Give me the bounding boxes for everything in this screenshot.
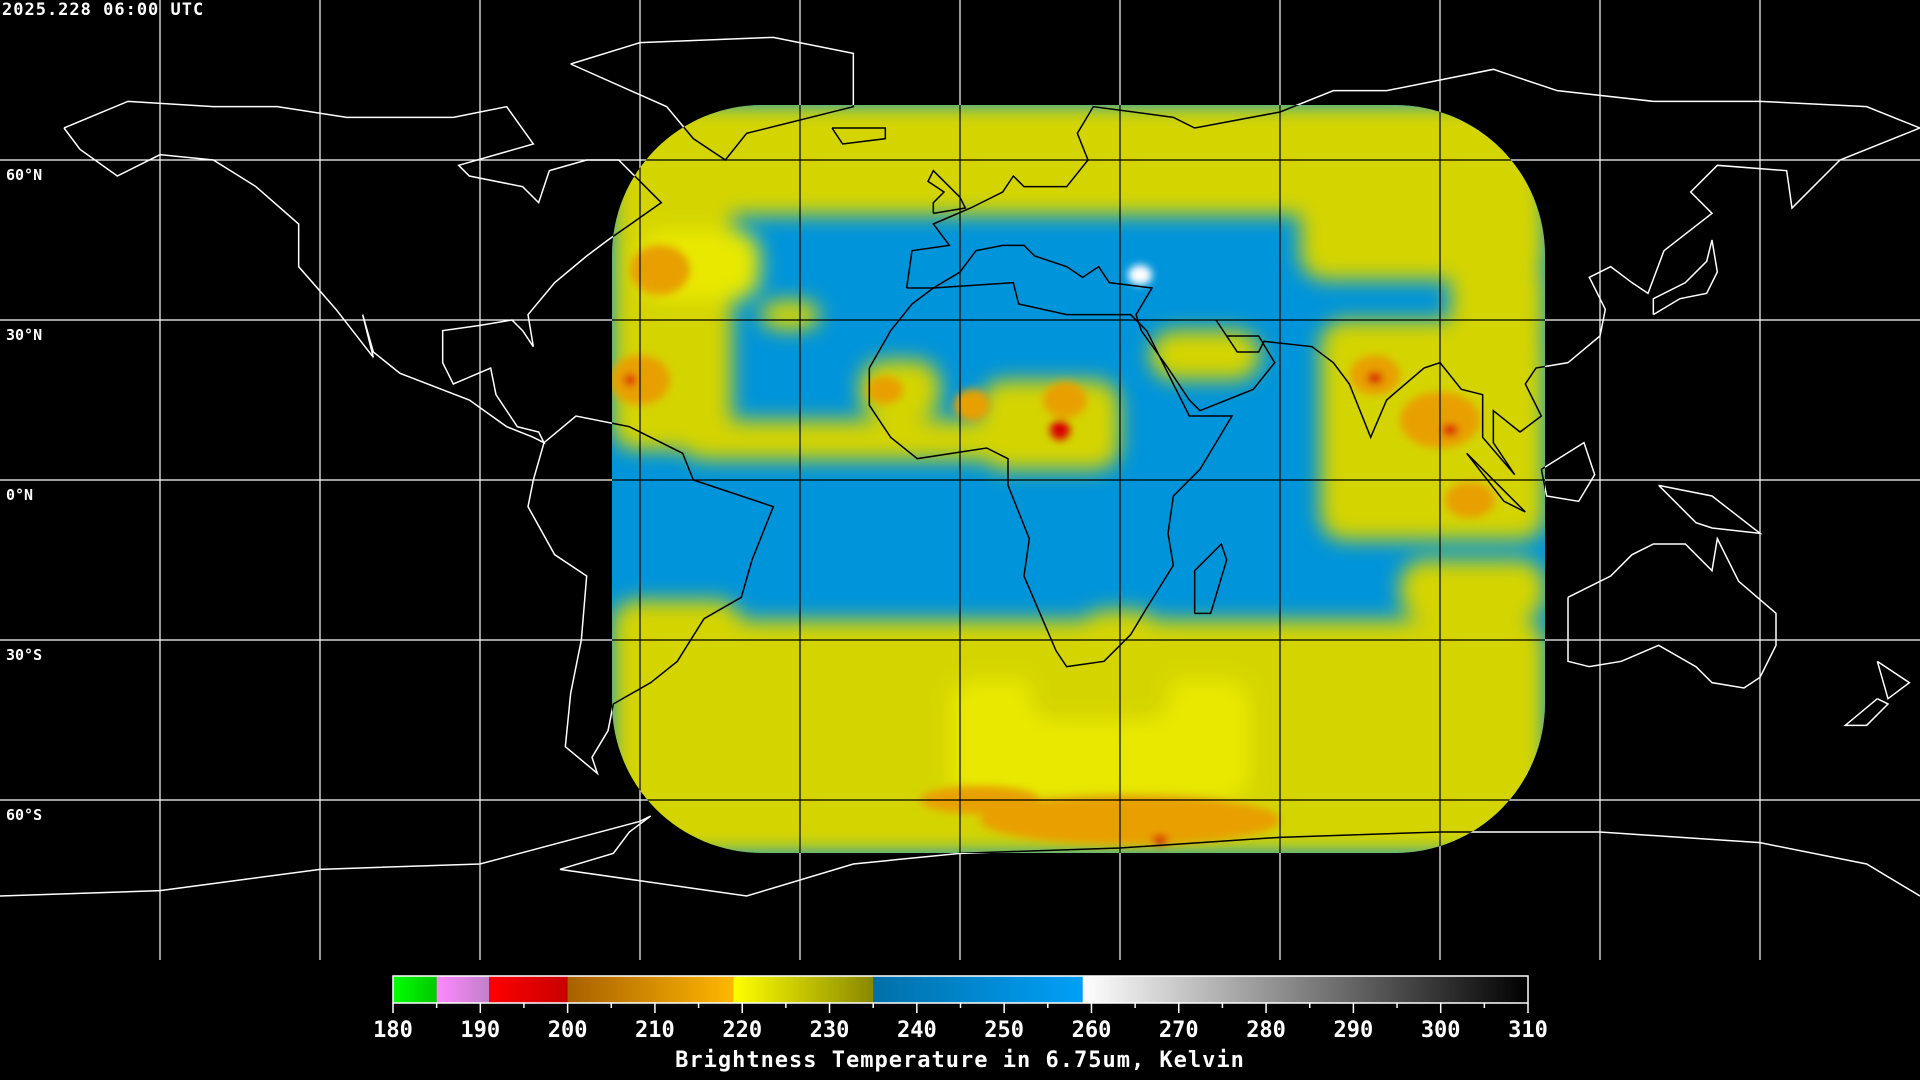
- colorbar-label: 250: [984, 1018, 1024, 1043]
- colorbar-label: 220: [722, 1018, 762, 1043]
- coastline: [1567, 536, 1777, 689]
- coastline: [1540, 441, 1596, 503]
- satellite-imagery: [612, 105, 1545, 853]
- colorbar-label: 280: [1246, 1018, 1286, 1043]
- coastline: [868, 281, 1234, 668]
- coastline: [63, 100, 663, 445]
- coastline: [1652, 239, 1719, 316]
- colorbar: 180 190 200 210 220 230 240 250 260 270 280 290 300 3…: [373, 975, 1548, 1043]
- coastline: [1658, 484, 1763, 535]
- lat-label: 60°S: [6, 806, 43, 824]
- coastline: [927, 169, 967, 215]
- lat-label: 30°N: [6, 326, 43, 344]
- coastline: [1876, 660, 1911, 700]
- coastline: [831, 127, 887, 145]
- colorbar-label: 310: [1508, 1018, 1548, 1043]
- satellite-map: [0, 0, 1920, 960]
- colorbar-segment: [489, 976, 569, 1003]
- colorbar-label: 210: [635, 1018, 675, 1043]
- lat-label: 30°S: [6, 646, 43, 664]
- coastline: [1466, 452, 1526, 513]
- colorbar-label: 290: [1334, 1018, 1374, 1043]
- lat-label: 60°N: [6, 166, 43, 184]
- colorbar-label: 240: [897, 1018, 937, 1043]
- colorbar-label: 260: [1072, 1018, 1112, 1043]
- coastline: [1193, 542, 1228, 615]
- colorbar-segment: [436, 976, 490, 1003]
- colorbar-segment: [393, 976, 438, 1003]
- colorbar-label: 270: [1159, 1018, 1199, 1043]
- colorbar-segment: [733, 976, 874, 1003]
- coastline: [612, 415, 775, 776]
- coastline: [905, 105, 1545, 476]
- colorbar-label: 190: [460, 1018, 500, 1043]
- colorbar-label: 180: [373, 1018, 413, 1043]
- colorbar-title: Brightness Temperature in 6.75um, Kelvin: [675, 1048, 1245, 1073]
- colorbar-label: 200: [548, 1018, 588, 1043]
- coastline: [1843, 697, 1890, 727]
- colorbar-segment: [567, 976, 734, 1003]
- inside-layer: [612, 105, 1545, 853]
- timestamp: 2025.228 06:00 UTC: [2, 0, 205, 20]
- lat-label: 0°N: [6, 486, 34, 504]
- colorbar-segment: [873, 976, 1084, 1003]
- colorbar-segment: [1082, 976, 1529, 1003]
- colorbar-label: 230: [810, 1018, 850, 1043]
- colorbar-label: 300: [1421, 1018, 1461, 1043]
